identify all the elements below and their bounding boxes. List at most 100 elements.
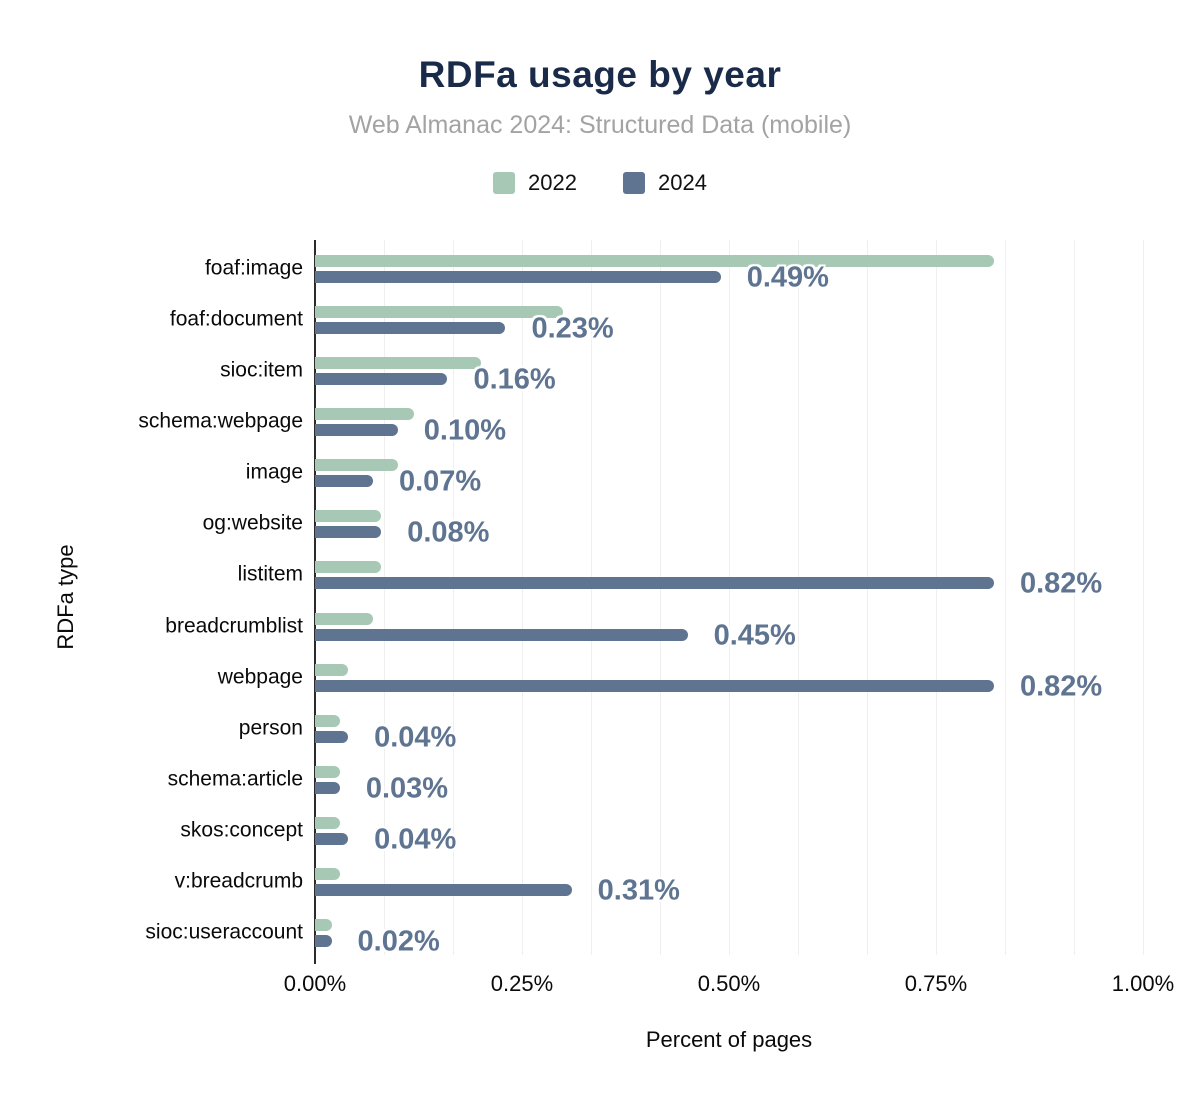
value-label: 0.07% bbox=[398, 465, 482, 498]
bar-2022 bbox=[315, 918, 332, 931]
category-label: foaf:image bbox=[204, 256, 303, 280]
chart-subtitle: Web Almanac 2024: Structured Data (mobil… bbox=[348, 111, 852, 139]
gridline bbox=[522, 240, 523, 955]
bar-2024 bbox=[315, 424, 398, 437]
gridline bbox=[453, 240, 454, 955]
category-label: og:website bbox=[202, 511, 303, 535]
x-tick-label: 0.75% bbox=[904, 971, 968, 996]
row-v-breadcrumb: v:breadcrumb 0.31% bbox=[175, 853, 1143, 907]
bar-2022 bbox=[315, 816, 340, 829]
x-tick-label: 0.25% bbox=[490, 971, 554, 996]
row-og-website: og:website 0.08% bbox=[203, 495, 1143, 549]
value-label: 0.23% bbox=[531, 312, 614, 345]
bar-2024 bbox=[315, 679, 994, 692]
bar-2022 bbox=[315, 663, 349, 676]
gridline bbox=[660, 240, 661, 955]
category-label: schema:article bbox=[167, 767, 303, 791]
x-tick-label: 1.00% bbox=[1111, 971, 1175, 996]
bar-2024 bbox=[315, 781, 340, 794]
legend-swatch-2022 bbox=[493, 172, 516, 194]
category-label: image bbox=[245, 460, 303, 484]
value-label: 0.08% bbox=[407, 516, 490, 549]
row-sioc-item: sioc:item 0.16% bbox=[220, 342, 1143, 396]
category-label: person bbox=[238, 716, 303, 740]
category-label: sioc:item bbox=[220, 358, 303, 382]
bar-2022 bbox=[315, 561, 382, 574]
category-label: breadcrumblist bbox=[165, 614, 303, 638]
x-tick-label: 0.50% bbox=[697, 971, 761, 996]
row-listitem: listitem 0.82% bbox=[238, 546, 1143, 600]
category-label: sioc:useraccount bbox=[145, 920, 303, 944]
bar-2022 bbox=[315, 408, 415, 421]
plot-area: foaf:image 0.49% foaf:document 0.23% sioc:it… bbox=[138, 240, 1174, 996]
bar-2024 bbox=[315, 628, 688, 641]
category-label: listitem bbox=[237, 562, 303, 586]
row-webpage: webpage 0.82% bbox=[218, 649, 1143, 703]
value-label: 0.04% bbox=[374, 823, 457, 856]
bar-2022 bbox=[315, 255, 994, 267]
category-label: v:breadcrumb bbox=[174, 869, 303, 893]
value-label: 0.49% bbox=[746, 261, 829, 294]
bar-2024 bbox=[315, 832, 349, 845]
gridline bbox=[798, 240, 799, 955]
bar-2022 bbox=[315, 765, 340, 778]
row-schema-webpage: schema:webpage 0.10% bbox=[138, 393, 1143, 447]
value-label: 0.45% bbox=[713, 619, 796, 651]
legend-item-2022: 2022 bbox=[493, 170, 577, 196]
legend-label-2022: 2022 bbox=[528, 170, 577, 195]
value-label: 0.10% bbox=[423, 414, 507, 447]
category-label: skos:concept bbox=[180, 818, 303, 842]
bar-2022 bbox=[315, 459, 398, 472]
gridline bbox=[1005, 240, 1006, 955]
bar-2024 bbox=[315, 271, 721, 283]
value-label: 0.31% bbox=[597, 874, 680, 907]
y-axis-title: RDFa type bbox=[53, 544, 78, 650]
chart-title: RDFa usage by year bbox=[418, 54, 782, 95]
bar-2022 bbox=[315, 510, 382, 523]
legend-label-2024: 2024 bbox=[658, 170, 707, 195]
gridline bbox=[1074, 240, 1075, 955]
bar-2022 bbox=[315, 867, 340, 880]
gridline bbox=[384, 240, 385, 955]
y-axis-line bbox=[314, 240, 316, 964]
gridline bbox=[936, 240, 937, 955]
x-tick-label: 0.00% bbox=[283, 971, 347, 996]
row-foaf-document: foaf:document 0.23% bbox=[170, 291, 1143, 345]
row-foaf-image: foaf:image 0.49% bbox=[205, 240, 1143, 294]
row-breadcrumblist: breadcrumblist 0.45% bbox=[165, 598, 1143, 651]
gridline bbox=[591, 240, 592, 955]
value-label: 0.03% bbox=[365, 772, 449, 805]
gridline bbox=[867, 240, 868, 955]
legend: 2022 2024 bbox=[0, 170, 1200, 196]
value-label: 0.02% bbox=[357, 925, 440, 958]
category-label: foaf:document bbox=[169, 307, 303, 331]
bar-2024 bbox=[315, 373, 448, 386]
value-label: 0.82% bbox=[1019, 567, 1103, 600]
bar-2024 bbox=[315, 934, 332, 947]
bar-2022 bbox=[315, 612, 373, 625]
row-schema-article: schema:article 0.03% bbox=[168, 751, 1143, 805]
gridline bbox=[1143, 240, 1144, 955]
gridline bbox=[729, 240, 730, 955]
bar-2022 bbox=[315, 714, 340, 727]
row-skos-concept: skos:concept 0.04% bbox=[180, 802, 1143, 856]
bar-2024 bbox=[315, 322, 506, 335]
row-person: person 0.04% bbox=[239, 700, 1143, 754]
bar-2022 bbox=[315, 357, 481, 370]
value-label: 0.16% bbox=[473, 363, 556, 396]
x-axis-title: Percent of pages bbox=[645, 1027, 813, 1052]
bar-2024 bbox=[315, 577, 994, 590]
value-label: 0.04% bbox=[374, 721, 457, 754]
bar-2024 bbox=[315, 883, 572, 896]
bar-2024 bbox=[315, 475, 373, 488]
bar-2024 bbox=[315, 526, 382, 539]
bar-2022 bbox=[315, 306, 564, 319]
category-label: webpage bbox=[217, 665, 303, 689]
legend-item-2024: 2024 bbox=[623, 170, 707, 196]
category-label: schema:webpage bbox=[138, 409, 303, 433]
bar-2024 bbox=[315, 730, 349, 743]
row-sioc-useraccount: sioc:useraccount 0.02% bbox=[145, 904, 1143, 958]
legend-swatch-2024 bbox=[623, 172, 645, 194]
value-label: 0.82% bbox=[1019, 670, 1103, 703]
row-image: image 0.07% bbox=[246, 444, 1143, 498]
